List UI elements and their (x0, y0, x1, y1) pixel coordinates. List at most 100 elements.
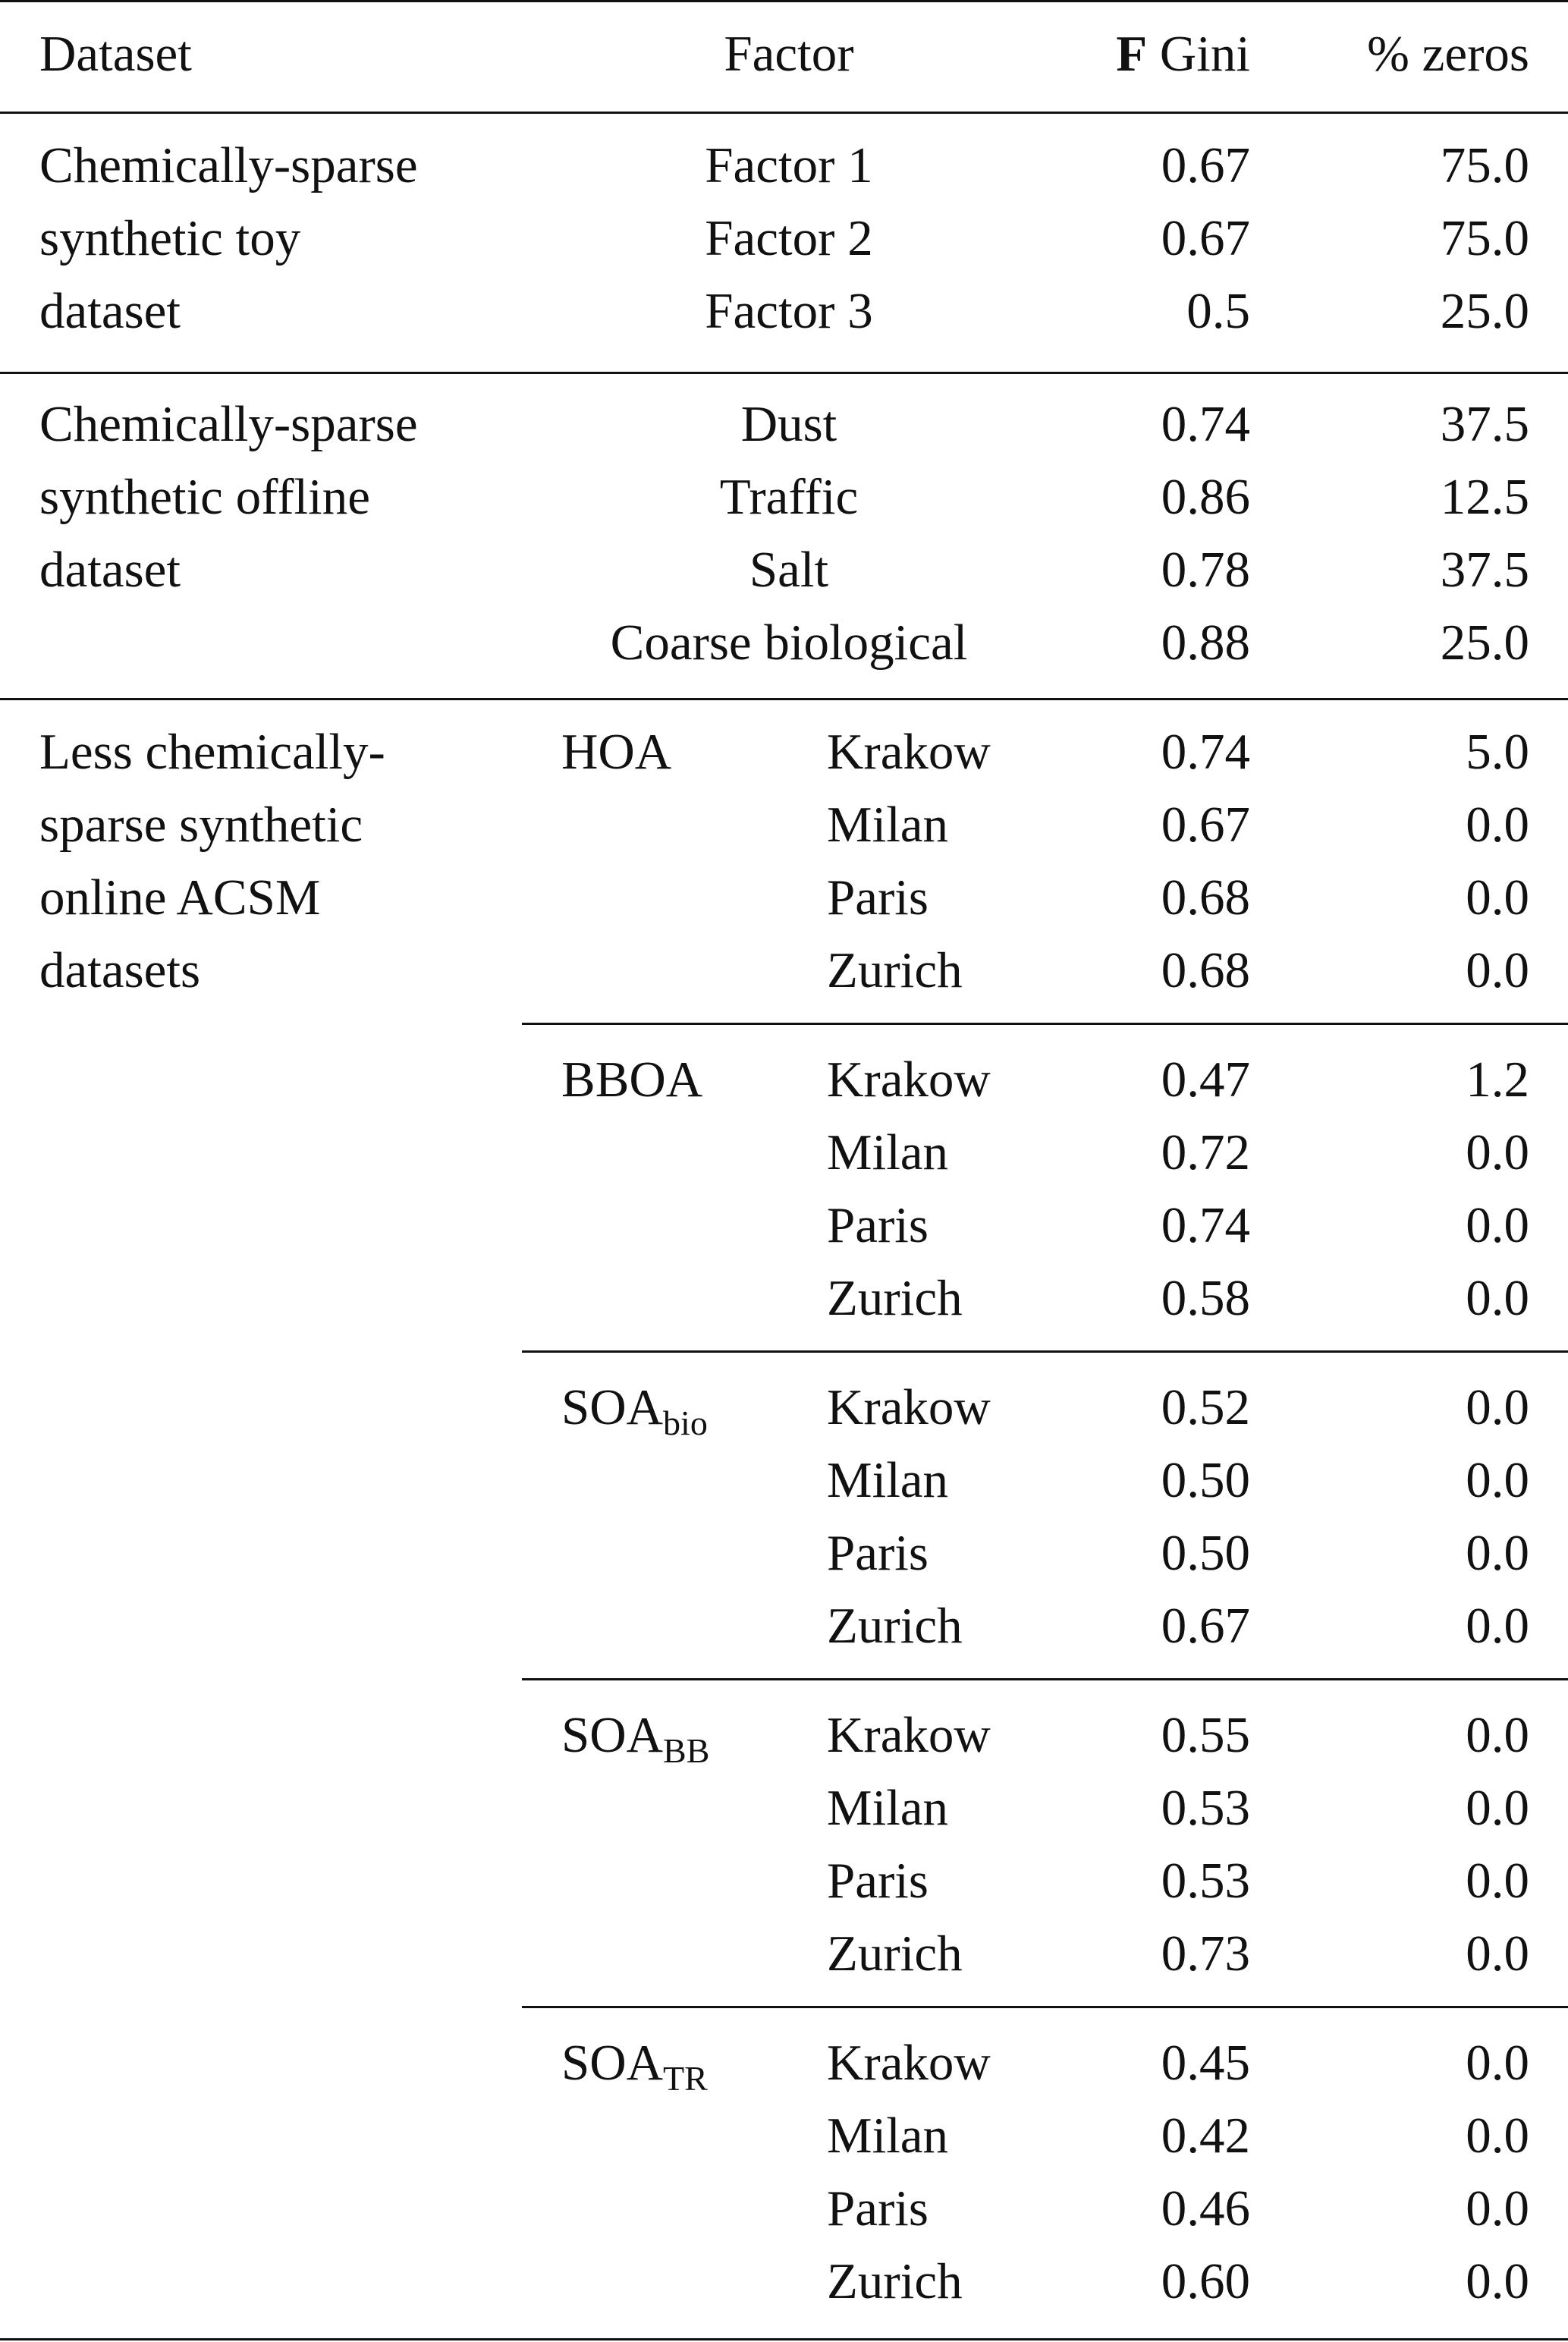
factor-cell: Traffic (719, 469, 859, 525)
factor-name: SOAbio (561, 1379, 708, 1441)
zeros-value: 0.0 (1466, 1379, 1529, 1435)
zeros-value: 37.5 (1440, 396, 1529, 452)
site-cell: Milan (827, 1780, 949, 1836)
gini-value: 0.60 (1161, 2253, 1250, 2309)
gini-value: 0.67 (1161, 1598, 1250, 1654)
gini-value: 0.46 (1161, 2180, 1250, 2237)
site-cell: Zurich (827, 1270, 963, 1326)
gini-value: 0.68 (1161, 869, 1250, 926)
gini-value: 0.45 (1161, 2035, 1250, 2091)
zeros-value: 0.0 (1466, 2108, 1529, 2164)
zeros-value: 25.0 (1440, 283, 1529, 339)
top-rule (0, 0, 1568, 2)
dataset-label-line: online ACSM (39, 869, 321, 926)
factor-name-main: BBOA (561, 1052, 703, 1108)
factor-name: BBOA (561, 1055, 702, 1105)
site-cell: Milan (827, 797, 949, 853)
header-factor: Factor (724, 26, 854, 82)
header-gini: F Gini (986, 29, 1250, 80)
zeros-value: 5.0 (1466, 724, 1529, 780)
zeros-value: 0.0 (1466, 942, 1529, 998)
factor-name-main: HOA (561, 724, 672, 780)
gini-value: 0.74 (1161, 724, 1250, 780)
site-cell: Zurich (827, 1598, 963, 1654)
dataset-label-line: synthetic offline (39, 469, 371, 525)
zeros-value: 0.0 (1466, 869, 1529, 926)
site-cell: Milan (827, 1124, 949, 1180)
dataset-label-line: synthetic toy (39, 210, 301, 266)
site-cell: Paris (827, 869, 929, 926)
gini-value: 0.50 (1161, 1525, 1250, 1581)
zeros-value: 0.0 (1466, 1853, 1529, 1909)
gini-value: 0.5 (1186, 283, 1250, 339)
dataset-label-line: sparse synthetic (39, 797, 363, 853)
zeros-value: 0.0 (1466, 2253, 1529, 2309)
gini-value: 0.67 (1161, 797, 1250, 853)
gini-value: 0.88 (1161, 615, 1250, 671)
factor-name-subscript: TR (663, 2059, 708, 2098)
zeros-value: 0.0 (1466, 1525, 1529, 1581)
factor-rule (522, 1678, 1568, 1680)
zeros-value: 0.0 (1466, 797, 1529, 853)
zeros-value: 0.0 (1466, 1197, 1529, 1253)
dataset-label-line: Chemically-sparse (39, 396, 418, 452)
zeros-value: 0.0 (1466, 2035, 1529, 2091)
gini-value: 0.42 (1161, 2108, 1250, 2164)
site-cell: Krakow (827, 724, 991, 780)
factor-cell: Dust (740, 396, 837, 452)
dataset-label-line: Chemically-sparse (39, 137, 418, 193)
site-cell: Paris (827, 1197, 929, 1253)
gini-value: 0.74 (1161, 1197, 1250, 1253)
zeros-value: 0.0 (1466, 1598, 1529, 1654)
factor-rule (522, 2006, 1568, 2008)
zeros-value: 1.2 (1466, 1052, 1529, 1108)
site-cell: Zurich (827, 942, 963, 998)
site-cell: Zurich (827, 1925, 963, 1982)
factor-rule (522, 1023, 1568, 1025)
site-cell: Krakow (827, 1379, 991, 1435)
gini-value: 0.74 (1161, 396, 1250, 452)
zeros-value: 0.0 (1466, 1270, 1529, 1326)
header-dataset: Dataset (39, 26, 192, 82)
group-rule (0, 698, 1568, 700)
gini-value: 0.53 (1161, 1853, 1250, 1909)
zeros-value: 0.0 (1466, 1707, 1529, 1763)
gini-value: 0.67 (1161, 210, 1250, 266)
gini-value: 0.53 (1161, 1780, 1250, 1836)
gini-value: 0.86 (1161, 469, 1250, 525)
factor-name: HOA (561, 727, 671, 778)
dataset-label-line: datasets (39, 942, 201, 998)
dataset-label-line: dataset (39, 542, 181, 598)
factor-name: SOABB (561, 1707, 709, 1768)
site-cell: Krakow (827, 1707, 991, 1763)
dataset-label-line: dataset (39, 283, 181, 339)
gini-value: 0.52 (1161, 1379, 1250, 1435)
gini-value: 0.68 (1161, 942, 1250, 998)
factor-cell: Factor 2 (705, 210, 873, 266)
gini-value: 0.78 (1161, 542, 1250, 598)
zeros-value: 25.0 (1440, 615, 1529, 671)
bottom-rule (0, 2338, 1568, 2340)
factor-name-subscript: bio (663, 1404, 708, 1442)
gini-value: 0.67 (1161, 137, 1250, 193)
factor-cell: Salt (749, 542, 829, 598)
site-cell: Paris (827, 2180, 929, 2237)
zeros-value: 0.0 (1466, 2180, 1529, 2237)
header-rule (0, 112, 1568, 114)
zeros-value: 12.5 (1440, 469, 1529, 525)
zeros-value: 0.0 (1466, 1780, 1529, 1836)
group-rule (0, 372, 1568, 374)
zeros-value: 37.5 (1440, 542, 1529, 598)
factor-cell: Coarse biological (610, 615, 968, 671)
factor-name-subscript: BB (663, 1731, 710, 1770)
factor-name: SOATR (561, 2038, 708, 2096)
factor-name-main: SOA (561, 1707, 664, 1763)
header-f-bold: F (1116, 26, 1148, 82)
factor-name-main: SOA (561, 1379, 664, 1435)
gini-value: 0.72 (1161, 1124, 1250, 1180)
zeros-value: 0.0 (1466, 1124, 1529, 1180)
gini-value: 0.73 (1161, 1925, 1250, 1982)
gini-value: 0.47 (1161, 1052, 1250, 1108)
header-gini-label: Gini (1147, 26, 1250, 82)
zeros-value: 0.0 (1466, 1925, 1529, 1982)
